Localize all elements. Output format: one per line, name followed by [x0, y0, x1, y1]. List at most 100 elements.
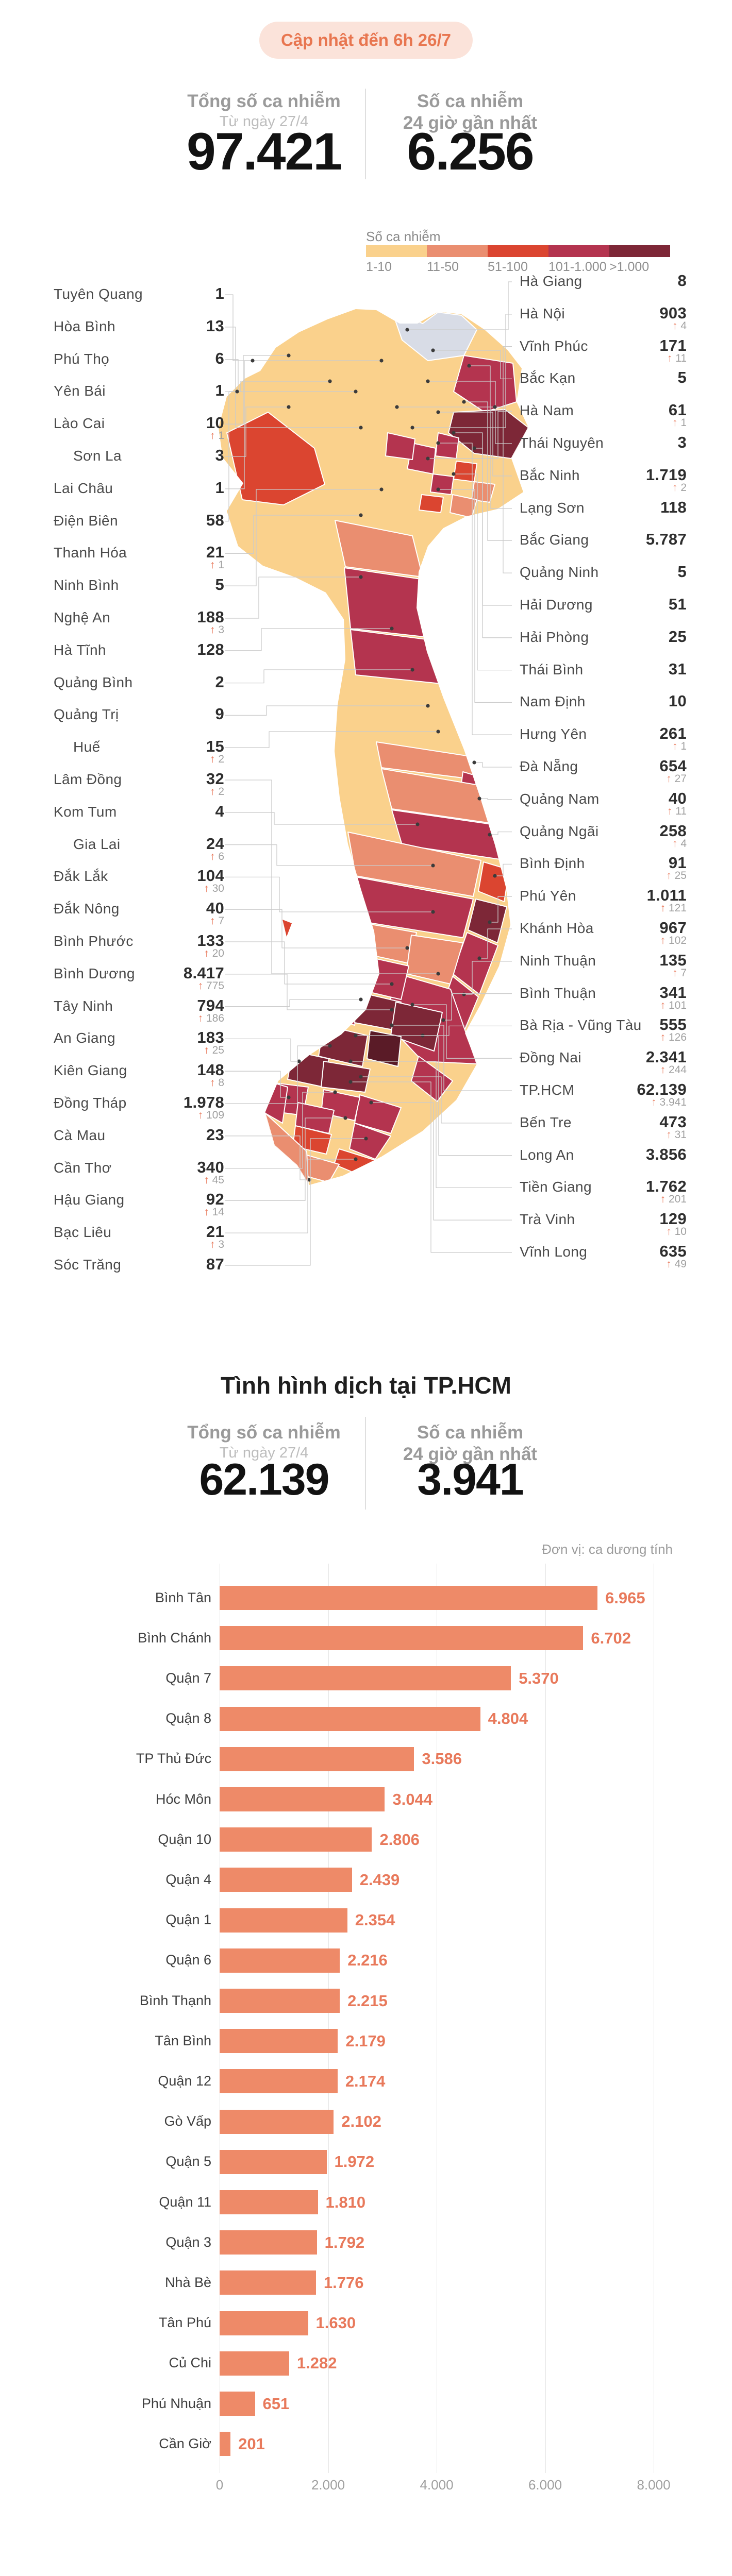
legend-swatch: [609, 245, 670, 257]
province-name: Sóc Trăng: [54, 1257, 122, 1273]
increase-arrow-icon: ↑: [672, 481, 678, 494]
province-row: Ninh Bình 5: [54, 575, 224, 607]
legend-swatch: [427, 245, 488, 257]
province-name: Thanh Hóa: [54, 545, 127, 561]
province-delta: ↑ 102: [660, 935, 687, 947]
province-row: Tuyên Quang 1: [54, 284, 224, 316]
province-value: 24: [206, 834, 224, 853]
province-delta: ↑ 186: [198, 1012, 224, 1025]
province-delta-value: 49: [671, 1258, 687, 1270]
increase-arrow-icon: ↑: [666, 1226, 672, 1238]
province-value: 129: [659, 1210, 687, 1228]
increase-arrow-icon: ↑: [197, 1012, 204, 1024]
vietnam-map: [219, 309, 528, 1185]
bar: [220, 1666, 511, 1691]
province-delta: ↑ 10: [666, 1226, 687, 1238]
bar-value: 1.792: [324, 2233, 365, 2251]
province-delta-value: 8: [215, 1077, 224, 1089]
bar-value: 5.370: [519, 1669, 559, 1687]
province-row: Bình Định 91 ↑ 25: [520, 854, 687, 885]
bar-label: Phú Nhuận: [141, 2395, 211, 2411]
bar: [220, 2029, 338, 2054]
province-row: Bà Rịa - Vũng Tàu 555 ↑ 126: [520, 1015, 687, 1047]
province-name: Bình Định: [520, 855, 585, 872]
province-value: 91: [668, 854, 687, 872]
increase-arrow-icon: ↑: [204, 1044, 209, 1057]
province-delta-value: 11: [672, 805, 687, 817]
province-row: Bến Tre 473 ↑ 31: [520, 1113, 687, 1144]
province-delta-value: 6: [215, 850, 224, 862]
province-name: Đắk Lắk: [54, 868, 108, 885]
province-value: 967: [659, 919, 687, 937]
province-row: Trà Vinh 129 ↑ 10: [520, 1210, 687, 1241]
province-name: Quảng Trị: [54, 706, 119, 723]
increase-arrow-icon: ↑: [197, 1109, 204, 1121]
bar-label: Quận 8: [165, 1710, 211, 1726]
province-name: Hà Nội: [520, 305, 565, 321]
province-delta: ↑ 775: [198, 980, 224, 992]
province-row: Cần Thơ 340 ↑ 45: [54, 1158, 224, 1190]
province-delta-value: 11: [672, 352, 687, 364]
recent-cases-label-2: 24 giờ gần nhất: [403, 113, 538, 133]
increase-arrow-icon: ↑: [651, 1096, 657, 1108]
province-value: 340: [197, 1158, 224, 1176]
province-name: TP.HCM: [520, 1082, 575, 1098]
province-row: Bạc Liêu 21 ↑ 3: [54, 1223, 224, 1254]
bar-label: Bình Chánh: [138, 1630, 211, 1646]
province-name: Tiền Giang: [520, 1179, 592, 1195]
province-value: 1.011: [646, 886, 687, 905]
province-delta-value: 101: [666, 999, 687, 1011]
province-name: An Giang: [54, 1030, 115, 1046]
province-value: 31: [668, 659, 687, 678]
province-value: 6: [215, 349, 224, 367]
province-name: Hà Tĩnh: [54, 641, 106, 658]
province-value: 148: [197, 1061, 224, 1079]
province-value: 654: [659, 757, 687, 775]
increase-arrow-icon: ↑: [204, 1174, 209, 1186]
province-row: Quảng Ninh 5: [520, 563, 687, 594]
bar-label: Quận 6: [165, 1952, 211, 1968]
increase-arrow-icon: ↑: [209, 915, 215, 927]
province-name: Kom Tum: [54, 803, 117, 820]
province-name: Khánh Hòa: [520, 920, 594, 936]
bar: [220, 1706, 480, 1731]
province-row: Hà Nam 61 ↑ 1: [520, 401, 687, 432]
province-name: Đồng Tháp: [54, 1095, 127, 1111]
bar: [220, 1989, 340, 2013]
province-delta-value: 1: [677, 417, 687, 429]
province-delta-value: 2: [215, 753, 224, 766]
province-name: Hưng Yên: [520, 726, 587, 742]
province-row: Phú Thọ 6: [54, 349, 224, 381]
bar: [220, 2432, 231, 2456]
bar-label: Củ Chi: [169, 2355, 211, 2371]
province-row: Đồng Nai 2.341 ↑ 244: [520, 1048, 687, 1079]
province-delta-value: 1: [215, 559, 224, 571]
province-row: Đồng Tháp 1.978 ↑ 109: [54, 1093, 224, 1125]
axis-tick-label: 0: [215, 2477, 224, 2493]
province-delta: ↑ 45: [204, 1174, 224, 1187]
province-delta: ↑ 1: [672, 740, 687, 753]
province-delta: ↑ 25: [204, 1044, 224, 1057]
province-value: 5: [677, 563, 687, 581]
legend-label: 11-50: [427, 260, 459, 274]
bar-value: 201: [238, 2434, 265, 2453]
province-name: Vĩnh Long: [520, 1244, 588, 1260]
province-value: 1: [215, 381, 224, 400]
province-delta-value: 201: [666, 1193, 687, 1206]
increase-arrow-icon: ↑: [209, 786, 215, 798]
province-value: 13: [206, 316, 224, 335]
province-name: Vĩnh Phúc: [520, 337, 588, 354]
province-name: Bình Thuận: [520, 985, 596, 1001]
province-value: 8: [677, 272, 687, 290]
hcmc-recent-label-2: 24 giờ gần nhất: [403, 1444, 538, 1464]
province-row: Long An 3.856: [520, 1145, 687, 1177]
province-delta: ↑ 11: [667, 352, 687, 365]
stats-divider: [365, 89, 366, 179]
increase-arrow-icon: ↑: [667, 352, 673, 364]
province-value: 25: [668, 627, 687, 646]
hcmc-title: Tình hình dịch tại TP.HCM: [221, 1372, 511, 1399]
province-value: 1: [215, 478, 224, 497]
province-row: Yên Bái 1: [54, 381, 224, 413]
province-delta-value: 3: [215, 1239, 224, 1251]
